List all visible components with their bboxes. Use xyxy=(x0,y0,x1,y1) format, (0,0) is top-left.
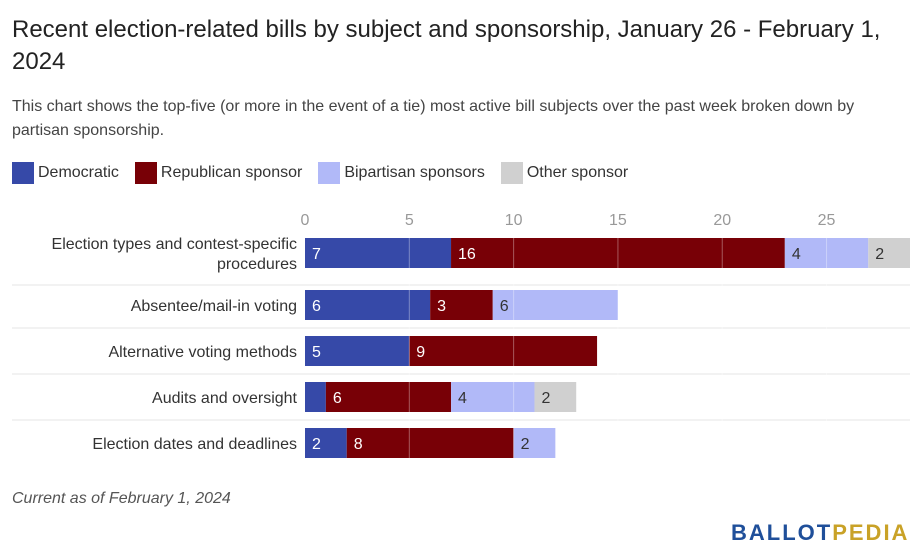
bar-segment xyxy=(868,238,910,268)
bar-segment xyxy=(305,290,431,320)
bar-value-label: 6 xyxy=(312,298,321,315)
legend-label-other: Other sponsor xyxy=(526,164,629,181)
legend-swatch-democratic xyxy=(12,162,34,184)
bar-value-label: 4 xyxy=(792,246,801,263)
chart-title: Recent election-related bills by subject… xyxy=(12,16,881,75)
x-tick-label: 15 xyxy=(609,212,627,229)
category-label: Absentee/mail-in voting xyxy=(131,298,297,315)
logo-part-pedia: PEDIA xyxy=(832,520,910,545)
ballotpedia-logo: BALLOTPEDIA xyxy=(731,520,909,546)
bar-segment xyxy=(305,428,347,458)
x-tick-label: 0 xyxy=(301,212,310,229)
bar-value-label: 4 xyxy=(458,390,467,407)
category-label: Alternative voting methods xyxy=(108,344,297,361)
x-tick-label: 10 xyxy=(505,212,523,229)
bar-segment xyxy=(534,382,577,412)
bar-value-label: 5 xyxy=(312,344,321,361)
bar-value-label: 7 xyxy=(312,246,321,263)
chart-subtitle: This chart shows the top-five (or more i… xyxy=(12,98,855,139)
logo-part-ballot: BALLOT xyxy=(731,520,833,545)
bar-value-label: 2 xyxy=(521,436,530,453)
bar-segment xyxy=(492,290,618,320)
x-tick-label: 20 xyxy=(713,212,731,229)
legend-label-bipartisan: Bipartisan sponsors xyxy=(344,164,485,181)
category-label: procedures xyxy=(217,256,297,273)
x-tick-label: 5 xyxy=(405,212,414,229)
bar-segment xyxy=(451,238,785,268)
bar-segment xyxy=(346,428,514,458)
legend-label-republican: Republican sponsor xyxy=(160,164,303,181)
bar-segment xyxy=(305,336,410,366)
bar-segment xyxy=(409,336,598,366)
legend-item-bipartisan: Bipartisan sponsors xyxy=(318,162,485,184)
bar-value-label: 16 xyxy=(458,246,476,263)
category-label: Audits and oversight xyxy=(152,390,298,407)
bar-segment xyxy=(784,238,869,268)
bar-value-label: 2 xyxy=(312,436,321,453)
x-tick-label: 25 xyxy=(818,212,836,229)
bar-segment xyxy=(305,238,452,268)
legend-label-democratic: Democratic xyxy=(38,164,119,181)
legend-swatch-republican xyxy=(134,162,157,184)
bar-value-label: 3 xyxy=(437,298,446,315)
bar-segment xyxy=(513,428,556,458)
legend-swatch-bipartisan xyxy=(318,162,341,184)
footnote: Current as of February 1, 2024 xyxy=(12,490,231,507)
bar-value-label: 6 xyxy=(333,390,342,407)
category-label: Election dates and deadlines xyxy=(92,436,297,453)
legend-item-republican: Republican sponsor xyxy=(134,162,303,184)
bar-segment xyxy=(430,290,493,320)
legend: Democratic Republican sponsor Bipartisan… xyxy=(12,161,644,185)
bar-segment xyxy=(325,382,452,412)
bar-value-label: 8 xyxy=(354,436,363,453)
bar-segment xyxy=(305,382,326,412)
bar-value-label: 9 xyxy=(416,344,425,361)
bar-value-label: 6 xyxy=(500,298,509,315)
bar-segment xyxy=(451,382,535,412)
category-label: Election types and contest-specific xyxy=(52,236,297,253)
legend-item-democratic: Democratic xyxy=(12,162,119,184)
legend-item-other: Other sponsor xyxy=(500,162,629,184)
bar-value-label: 2 xyxy=(541,390,550,407)
legend-swatch-other xyxy=(500,162,523,184)
bar-value-label: 2 xyxy=(875,246,884,263)
